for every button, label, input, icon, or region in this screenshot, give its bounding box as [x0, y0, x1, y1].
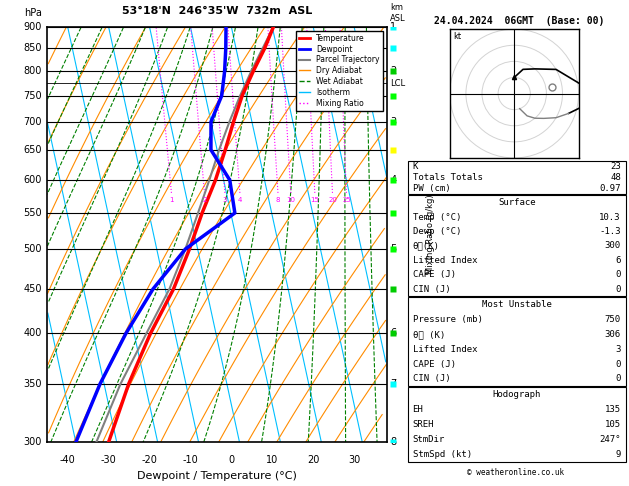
Text: 0: 0 — [615, 285, 621, 294]
Text: CAPE (J): CAPE (J) — [413, 360, 455, 369]
Text: -40: -40 — [60, 455, 75, 465]
Text: 450: 450 — [23, 284, 42, 294]
Text: 8: 8 — [276, 197, 280, 203]
Text: 400: 400 — [24, 329, 42, 338]
Text: 300: 300 — [604, 242, 621, 250]
Text: θᴄ(K): θᴄ(K) — [413, 242, 440, 250]
Text: SREH: SREH — [413, 420, 434, 429]
Text: 750: 750 — [23, 91, 42, 101]
Text: 2: 2 — [390, 66, 396, 76]
Text: 500: 500 — [23, 244, 42, 254]
Text: Temp (°C): Temp (°C) — [413, 212, 461, 222]
Text: StmSpd (kt): StmSpd (kt) — [413, 450, 472, 459]
Text: StmDir: StmDir — [413, 435, 445, 444]
Text: Lifted Index: Lifted Index — [413, 256, 477, 265]
Text: 0: 0 — [228, 455, 235, 465]
Text: 300: 300 — [24, 437, 42, 447]
Text: 53°18'N  246°35'W  732m  ASL: 53°18'N 246°35'W 732m ASL — [122, 6, 312, 17]
Text: 105: 105 — [604, 420, 621, 429]
Text: Lifted Index: Lifted Index — [413, 345, 477, 354]
Text: 350: 350 — [23, 379, 42, 389]
Text: 15: 15 — [310, 197, 320, 203]
Text: 20: 20 — [307, 455, 320, 465]
Text: 23: 23 — [610, 162, 621, 172]
Text: 850: 850 — [23, 43, 42, 53]
Text: 900: 900 — [24, 22, 42, 32]
Text: 700: 700 — [23, 117, 42, 127]
Text: 0.97: 0.97 — [599, 184, 621, 193]
Text: 10: 10 — [286, 197, 295, 203]
Text: km
ASL: km ASL — [390, 3, 406, 22]
Text: 48: 48 — [610, 174, 621, 182]
Text: kt: kt — [453, 33, 461, 41]
Text: 247°: 247° — [599, 435, 621, 444]
Text: Surface: Surface — [498, 198, 535, 207]
Text: CIN (J): CIN (J) — [413, 374, 450, 383]
Text: 0: 0 — [615, 374, 621, 383]
Text: 5: 5 — [390, 244, 396, 254]
Text: 7: 7 — [390, 379, 396, 389]
Text: 3: 3 — [615, 345, 621, 354]
Text: 0: 0 — [615, 360, 621, 369]
Text: 10: 10 — [266, 455, 279, 465]
Text: LCL: LCL — [390, 79, 405, 88]
Text: Pressure (mb): Pressure (mb) — [413, 315, 482, 324]
Text: 20: 20 — [328, 197, 337, 203]
Text: Totals Totals: Totals Totals — [413, 174, 482, 182]
Text: 6: 6 — [390, 329, 396, 338]
Text: 4: 4 — [238, 197, 242, 203]
Text: 1: 1 — [169, 197, 174, 203]
Text: 3: 3 — [223, 197, 227, 203]
Text: 4: 4 — [390, 175, 396, 185]
Text: θᴄ (K): θᴄ (K) — [413, 330, 445, 339]
Text: -1.3: -1.3 — [599, 227, 621, 236]
Text: CIN (J): CIN (J) — [413, 285, 450, 294]
Text: 750: 750 — [604, 315, 621, 324]
Text: CAPE (J): CAPE (J) — [413, 270, 455, 279]
Text: 8: 8 — [390, 437, 396, 447]
Text: 10.3: 10.3 — [599, 212, 621, 222]
Text: 0: 0 — [615, 270, 621, 279]
Text: 135: 135 — [604, 405, 621, 414]
Text: 1: 1 — [390, 22, 396, 32]
Text: 800: 800 — [24, 66, 42, 76]
Text: -10: -10 — [182, 455, 198, 465]
Text: 550: 550 — [23, 208, 42, 218]
Text: K: K — [413, 162, 418, 172]
Text: 9: 9 — [615, 450, 621, 459]
Text: Dewp (°C): Dewp (°C) — [413, 227, 461, 236]
Text: -30: -30 — [101, 455, 116, 465]
Text: 24.04.2024  06GMT  (Base: 00): 24.04.2024 06GMT (Base: 00) — [434, 16, 604, 26]
Text: hPa: hPa — [24, 8, 42, 18]
Text: 25: 25 — [342, 197, 351, 203]
Text: 650: 650 — [23, 145, 42, 155]
Text: PW (cm): PW (cm) — [413, 184, 450, 193]
Text: EH: EH — [413, 405, 423, 414]
Text: 30: 30 — [348, 455, 360, 465]
Text: 2: 2 — [203, 197, 207, 203]
Text: © weatheronline.co.uk: © weatheronline.co.uk — [467, 468, 564, 477]
Text: Dewpoint / Temperature (°C): Dewpoint / Temperature (°C) — [137, 471, 297, 481]
Text: 3: 3 — [390, 117, 396, 127]
Text: 600: 600 — [24, 175, 42, 185]
Text: Mixing Ratio (g/kg): Mixing Ratio (g/kg) — [426, 195, 435, 274]
Text: 306: 306 — [604, 330, 621, 339]
Text: -20: -20 — [142, 455, 157, 465]
Text: 6: 6 — [615, 256, 621, 265]
Legend: Temperature, Dewpoint, Parcel Trajectory, Dry Adiabat, Wet Adiabat, Isotherm, Mi: Temperature, Dewpoint, Parcel Trajectory… — [296, 31, 383, 111]
Text: Hodograph: Hodograph — [493, 390, 541, 399]
Text: Most Unstable: Most Unstable — [482, 300, 552, 310]
